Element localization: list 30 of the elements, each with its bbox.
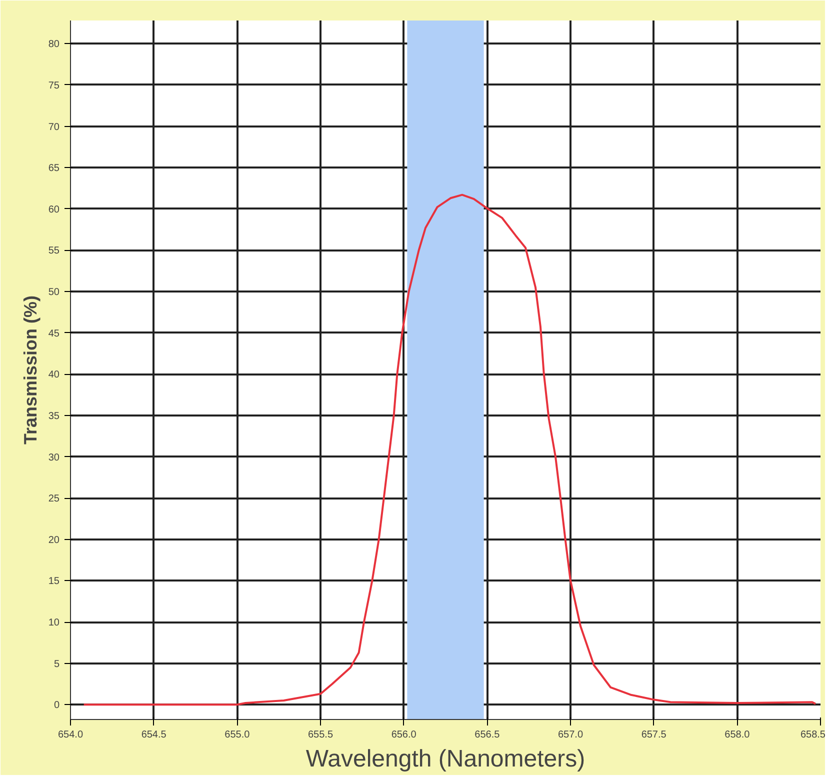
x-tick-label: 657.0 [558,730,584,740]
x-tick-label: 656.0 [391,730,417,740]
x-tick-label: 658.5 [800,730,826,740]
y-tick-label: 15 [48,576,60,588]
y-tick-label: 20 [48,534,60,546]
y-tick-label: 5 [54,658,60,670]
x-axis-title: Wavelength (Nanometers) [306,746,586,772]
x-tick-label: 655.5 [308,730,334,740]
y-tick-label: 35 [48,410,60,422]
line-series [82,194,816,706]
y-tick-label: 80 [48,39,60,50]
y-tick-label: 75 [48,80,60,92]
y-axis-title: Transmission (%) [20,295,40,445]
y-tick-label: 55 [48,246,60,257]
y-tick-label: 40 [48,370,60,381]
x-tick-label: 656.5 [474,730,500,740]
y-tick-label: 30 [48,452,60,464]
y-tick-label: 60 [48,204,60,216]
x-tick-label: 658.0 [724,730,750,740]
x-tick-label: 657.5 [641,730,667,740]
x-tick-label: 654.0 [58,730,84,740]
x-tick-label: 654.5 [141,730,167,740]
y-tick-label: 65 [48,163,60,174]
y-tick-label: 10 [48,618,60,629]
y-tick-label: 70 [48,122,60,133]
y-tick-label: 25 [48,494,60,505]
y-tick-label: 50 [48,287,60,298]
x-tick-label: 655.0 [224,730,250,740]
y-tick-label: 45 [48,328,60,340]
y-tick-label: 0 [54,700,60,712]
